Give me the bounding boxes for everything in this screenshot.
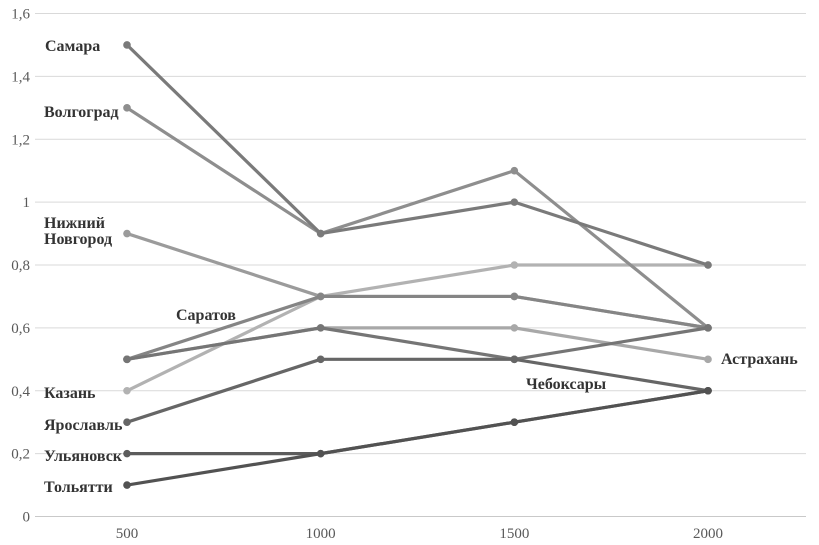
data-point-5-1 (316, 229, 325, 238)
y-tick-label: 1,2 (11, 132, 30, 148)
series-label: Саратов (176, 307, 236, 324)
data-point-6-3 (704, 324, 712, 332)
series-label: Чебоксары (526, 376, 607, 393)
data-point-0-0 (123, 386, 131, 395)
data-point-9-1 (316, 449, 325, 458)
series-line-6 (125, 326, 710, 361)
data-point-7-1 (316, 355, 325, 364)
y-tick-label: 1 (23, 195, 31, 211)
series-label: Ярославль (44, 417, 123, 434)
series-label: Самара (45, 38, 100, 55)
series-line-8 (125, 389, 710, 456)
data-point-8-0 (123, 449, 131, 458)
data-point-5-2 (510, 198, 519, 206)
series-label: Ульяновск (44, 448, 123, 465)
y-tick-label: 0,4 (11, 384, 30, 400)
data-point-5-3 (704, 261, 712, 269)
series-label: Нижний Новгород (44, 215, 112, 248)
y-tick-label: 0,2 (11, 447, 30, 463)
series-line-2 (125, 106, 710, 330)
y-tick-label: 1,6 (11, 7, 30, 23)
series-line-4 (125, 294, 710, 361)
series-line-9 (125, 389, 710, 487)
data-point-1-3 (704, 355, 712, 364)
y-tick-label: 0 (23, 510, 31, 526)
data-point-6-0 (123, 355, 131, 364)
data-point-1-2 (510, 324, 519, 332)
y-tick-label: 0,6 (11, 321, 30, 337)
data-point-9-2 (510, 418, 519, 426)
data-point-4-2 (510, 292, 519, 301)
x-tick-label: 500 (116, 526, 139, 542)
x-tick-label: 1000 (306, 526, 336, 542)
y-tick-label: 0,8 (11, 258, 30, 274)
series-line-7 (125, 357, 710, 424)
data-point-6-1 (316, 324, 325, 332)
x-tick-label: 2000 (693, 526, 723, 542)
series-label: Тольятти (44, 479, 113, 496)
series-label: Астрахань (721, 351, 798, 368)
data-point-9-0 (123, 481, 131, 489)
data-point-7-2 (510, 355, 519, 364)
data-point-3-0 (123, 229, 131, 238)
data-point-9-3 (704, 386, 712, 395)
city-labels-layer: Самара Волгоград Нижний Новгород Саратов Каза… (44, 38, 798, 496)
y-tick-label: 1,4 (11, 69, 30, 85)
series-line-5 (125, 43, 710, 267)
data-point-0-2 (510, 261, 519, 269)
data-point-4-1 (316, 292, 325, 301)
series-label: Казань (44, 385, 96, 402)
axis-labels-layer: 0 0,2 0,4 0,6 0,8 1 1,2 1,4 1,6 500 1000 1500 2000 (11, 7, 723, 543)
data-point-2-0 (123, 104, 131, 112)
x-tick-label: 1500 (499, 526, 529, 542)
data-point-5-0 (123, 41, 131, 49)
series-label: Волгоград (44, 104, 119, 121)
data-point-7-0 (123, 418, 131, 426)
series-layer (123, 41, 712, 489)
data-point-2-2 (510, 166, 519, 175)
